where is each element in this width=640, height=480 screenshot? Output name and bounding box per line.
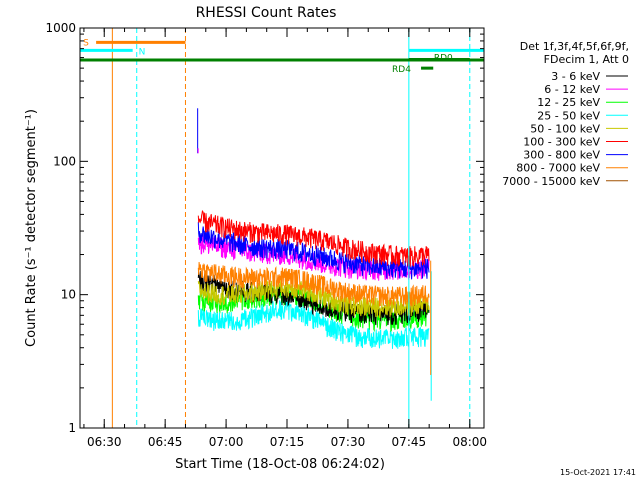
chart-title: RHESSI Count Rates (196, 5, 337, 21)
legend-entry-label: 50 - 100 keV (530, 122, 600, 135)
plot-frame (79, 27, 485, 429)
x-tick-label: 06:45 (148, 435, 183, 449)
series-line (197, 210, 430, 267)
y-tick-label: 10 (61, 288, 76, 302)
legend-header: FDecim 1, Att 0 (544, 53, 629, 66)
x-tick-label: 07:00 (209, 435, 244, 449)
legend-entry-label: 7000 - 15000 keV (502, 175, 600, 188)
legend-entry-label: 800 - 7000 keV (516, 162, 600, 175)
x-tick-label: 07:30 (331, 435, 366, 449)
state-bar-label: S (83, 38, 89, 48)
legend-entry-label: 25 - 50 keV (537, 109, 600, 122)
tick-layer: 1 10 100 1000 06:30 06:45 07:00 07:15 07:30 07:45… (45, 21, 487, 449)
legend-header: Det 1f,3f,4f,5f,6f,9f, (520, 40, 629, 53)
x-axis-label: Start Time (18-Oct-08 06:24:02) (175, 457, 385, 472)
legend-entry-label: 3 - 6 keV (551, 70, 600, 83)
state-bar-label: RD0 (434, 54, 453, 64)
legend: Det 1f,3f,4f,5f,6f,9f,FDecim 1, Att 0 3 -… (502, 40, 629, 188)
series-line (197, 222, 430, 280)
legend-entry-label: 300 - 800 keV (523, 149, 600, 162)
y-tick-label: 1000 (45, 21, 76, 35)
x-tick-label: 08:00 (452, 435, 487, 449)
y-tick-label: 100 (53, 154, 76, 168)
x-tick-label: 07:45 (392, 435, 427, 449)
state-bar-label: RD4 (392, 65, 411, 75)
x-tick-label: 06:30 (87, 435, 122, 449)
x-tick-label: 07:15 (270, 435, 305, 449)
data-layer (197, 108, 432, 401)
legend-entry-label: 100 - 300 keV (523, 136, 600, 149)
y-tick-label: 1 (68, 421, 76, 435)
footer-timestamp: 15-Oct-2021 17:41 (560, 468, 636, 477)
legend-entry-label: 6 - 12 keV (544, 83, 600, 96)
state-bar-label: N (139, 47, 146, 57)
y-axis-label: Count Rate (s⁻¹ detector segment⁻¹) (24, 109, 39, 347)
legend-entry-label: 12 - 25 keV (537, 96, 600, 109)
series-line (197, 261, 430, 307)
overlay-layer: S N RD0 RD4 (80, 28, 484, 428)
